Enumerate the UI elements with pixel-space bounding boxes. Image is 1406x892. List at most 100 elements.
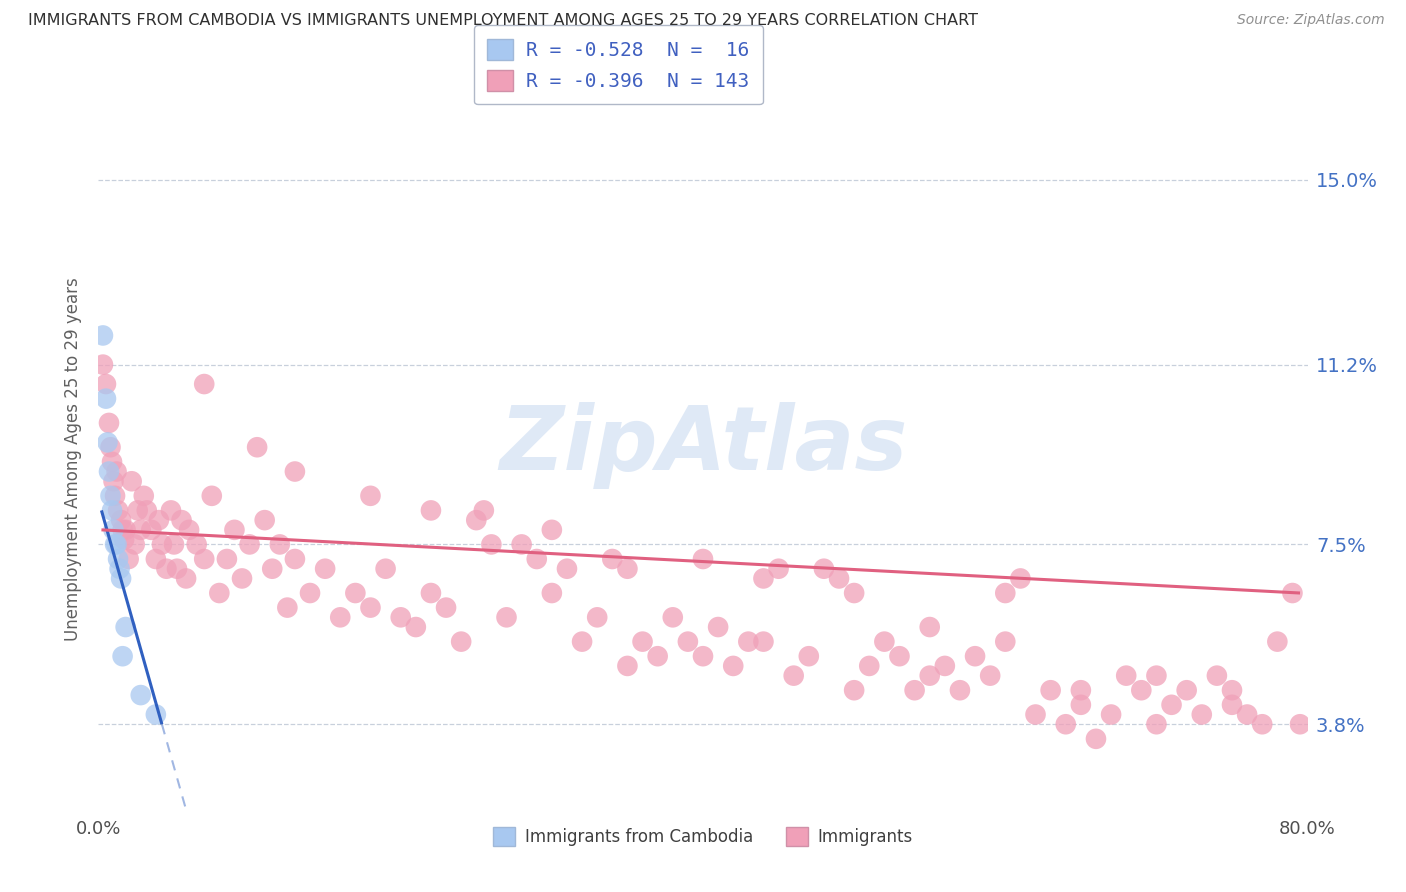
Point (994, 634, 1017, 648)
Point (170, 513, 193, 527)
Point (1115, 668, 1137, 682)
Point (1039, 683, 1062, 698)
Point (647, 649, 669, 664)
Point (450, 634, 472, 648)
Point (107, 552, 129, 566)
Point (111, 523, 134, 537)
Point (108, 562, 131, 576)
Point (1267, 634, 1289, 648)
Point (246, 440, 269, 454)
Point (1160, 698, 1182, 712)
Point (1191, 707, 1213, 722)
Point (107, 503, 129, 517)
Point (166, 562, 188, 576)
Point (1085, 731, 1108, 746)
Point (101, 455, 124, 469)
Point (94, 377, 117, 392)
Point (1070, 698, 1092, 712)
Point (1099, 707, 1122, 722)
Point (1010, 571, 1032, 585)
Point (737, 634, 759, 648)
Point (783, 668, 806, 682)
Point (1054, 717, 1077, 731)
Point (965, 649, 987, 664)
Point (132, 489, 155, 503)
Point (661, 610, 683, 624)
Text: ZipAtlas: ZipAtlas (499, 401, 907, 489)
Point (231, 571, 253, 585)
Point (692, 649, 714, 664)
Point (98, 465, 121, 479)
Point (676, 634, 699, 648)
Point (160, 503, 183, 517)
Point (193, 377, 215, 392)
Text: Source: ZipAtlas.com: Source: ZipAtlas.com (1237, 13, 1385, 28)
Point (174, 571, 197, 585)
Point (510, 537, 533, 551)
Point (1281, 586, 1303, 600)
Point (360, 600, 382, 615)
Point (934, 659, 956, 673)
Point (179, 523, 201, 537)
Point (602, 552, 624, 566)
Point (1130, 683, 1153, 698)
Point (360, 489, 382, 503)
Point (420, 586, 443, 600)
Point (110, 571, 132, 585)
Point (104, 537, 127, 551)
Point (707, 620, 730, 634)
Point (472, 503, 495, 517)
Point (858, 659, 880, 673)
Point (284, 465, 307, 479)
Point (1175, 683, 1198, 698)
Point (481, 537, 503, 551)
Point (844, 586, 866, 600)
Point (94, 392, 117, 406)
Point (420, 503, 443, 517)
Point (163, 537, 186, 551)
Point (91, 358, 114, 372)
Point (110, 513, 132, 527)
Point (586, 610, 609, 624)
Point (828, 571, 851, 585)
Point (889, 649, 911, 664)
Point (1146, 668, 1168, 682)
Point (299, 586, 322, 600)
Point (465, 513, 488, 527)
Point (150, 537, 173, 551)
Point (224, 523, 246, 537)
Point (1220, 683, 1243, 698)
Point (1289, 717, 1312, 731)
Point (434, 600, 457, 615)
Point (239, 537, 262, 551)
Point (616, 562, 638, 576)
Point (98, 416, 121, 430)
Point (1251, 717, 1274, 731)
Point (103, 523, 125, 537)
Point (344, 586, 367, 600)
Point (276, 600, 298, 615)
Point (540, 586, 562, 600)
Point (148, 513, 170, 527)
Point (495, 610, 517, 624)
Point (374, 562, 396, 576)
Point (723, 659, 745, 673)
Point (208, 586, 231, 600)
Point (631, 634, 654, 648)
Point (114, 620, 136, 634)
Point (918, 620, 941, 634)
Point (994, 586, 1017, 600)
Point (104, 489, 127, 503)
Point (91, 328, 114, 343)
Point (141, 523, 163, 537)
Point (752, 634, 775, 648)
Point (105, 465, 128, 479)
Point (1220, 698, 1243, 712)
Point (100, 489, 122, 503)
Legend: Immigrants from Cambodia, Immigrants: Immigrants from Cambodia, Immigrants (486, 821, 920, 853)
Point (692, 552, 714, 566)
Point (526, 552, 548, 566)
Point (112, 533, 135, 547)
Point (314, 562, 336, 576)
Point (155, 562, 177, 576)
